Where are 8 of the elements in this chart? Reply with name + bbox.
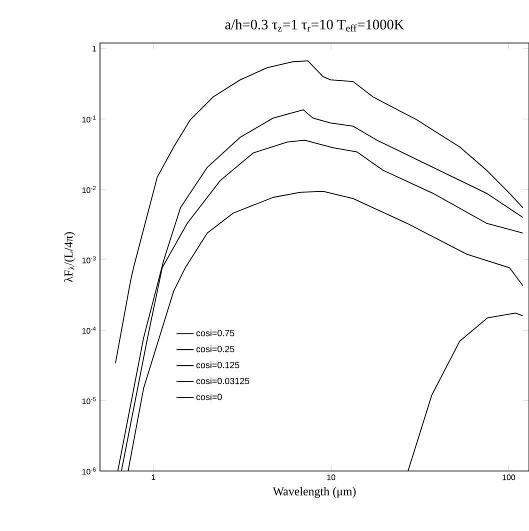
legend-label: cosi=0.03125 xyxy=(196,378,250,384)
legend-label: cosi=0.75 xyxy=(196,330,234,336)
x-axis-title: Wavelength (μm) xyxy=(272,487,356,498)
y-axis-title: λF$_{λ}$/(L/4π) xyxy=(64,232,75,282)
legend-label: cosi=0.25 xyxy=(196,346,234,352)
legend-label: cosi=0 xyxy=(196,394,222,400)
chart-title: a/h=0.3 τ$_{z}$=1 τ$_{r}$=10 T$_{eff}$=1000K xyxy=(225,19,404,32)
legend-label: cosi=0.125 xyxy=(196,362,240,368)
